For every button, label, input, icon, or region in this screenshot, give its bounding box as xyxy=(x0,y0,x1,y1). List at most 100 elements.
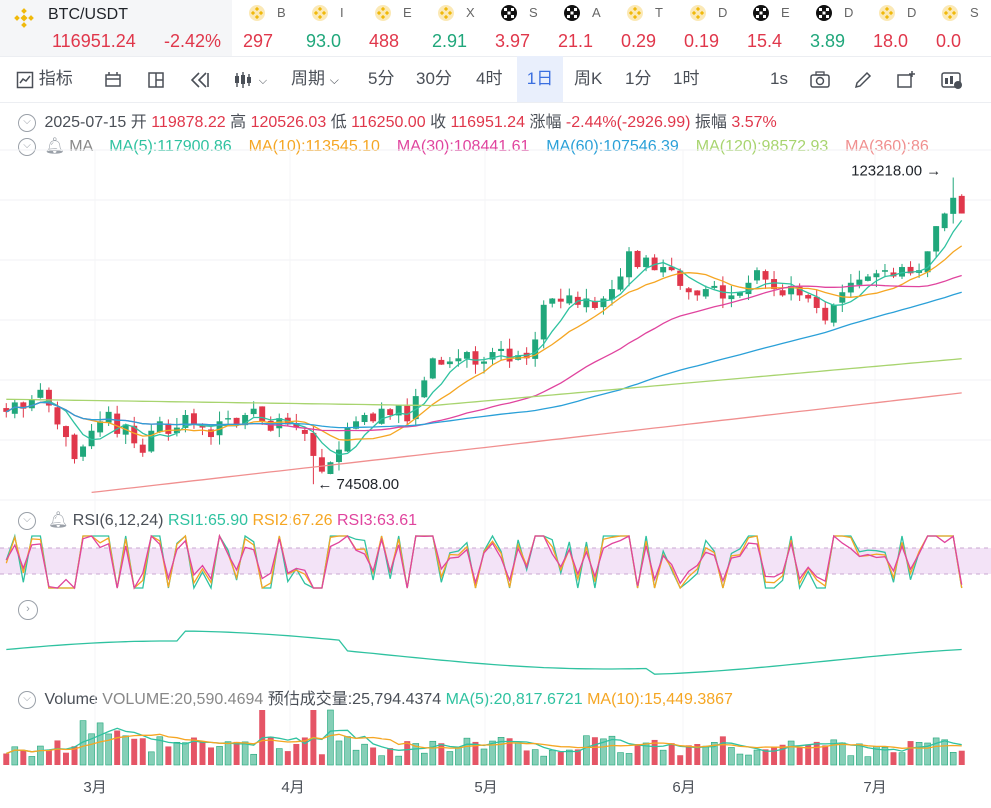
ticker-item[interactable]: A 21.1 xyxy=(552,0,614,56)
ticker-value: 297 xyxy=(243,31,274,51)
candle-body xyxy=(600,298,607,308)
speed-button[interactable]: 1s xyxy=(770,69,788,88)
volume-bar xyxy=(131,738,138,765)
period-dropdown[interactable]: 周期 ⌵ xyxy=(291,56,339,102)
interval-4h[interactable]: 4时 xyxy=(476,69,503,88)
ticker-item[interactable]: T 0.29 xyxy=(615,0,677,56)
volume-bar xyxy=(352,749,360,766)
candle-body xyxy=(498,348,505,352)
bell-icon[interactable]: 🔔︎ xyxy=(48,512,69,529)
interval-5m[interactable]: 5分 xyxy=(368,69,395,88)
replay-button[interactable] xyxy=(189,56,211,102)
ticker-value: 0.0 xyxy=(936,31,962,51)
candlestick-icon xyxy=(235,71,251,88)
ma10-line xyxy=(5,245,963,441)
layout-button[interactable] xyxy=(146,56,166,102)
ticker-item[interactable]: S 0.0 xyxy=(930,0,991,56)
ticker-item[interactable]: X 2.91 xyxy=(426,0,488,56)
collapse-icon[interactable]: ⌵ xyxy=(18,113,36,132)
chart-settings-icon xyxy=(941,71,962,89)
interval-1h[interactable]: 1时 xyxy=(673,69,700,88)
low-annotation: ← 74508.00 xyxy=(317,476,399,493)
expand-icon[interactable]: › xyxy=(18,600,38,620)
rsi2-value: RSI2:67.26 xyxy=(252,512,333,529)
ticker-name: D xyxy=(718,5,728,20)
candle-body xyxy=(881,270,888,272)
candle-body xyxy=(378,408,385,424)
volume-bar xyxy=(148,751,155,766)
candle-body xyxy=(711,285,718,288)
screenshot-button[interactable] xyxy=(809,56,831,102)
price-chart[interactable]: 123218.00 → ← 74508.00 3月 4月 5月 6月 7月 xyxy=(0,100,991,808)
x-axis-label: 7月 xyxy=(863,779,886,796)
volume-bar xyxy=(915,742,923,766)
ticker-item[interactable]: E 15.4 xyxy=(741,0,803,56)
ma360-value: MA(360):86 xyxy=(845,138,929,155)
candle-body xyxy=(950,197,957,214)
high-annotation: 123218.00 → xyxy=(851,163,941,180)
volume-bar xyxy=(293,743,300,765)
settings-button[interactable] xyxy=(940,56,964,102)
amplitude-label: 振幅 xyxy=(694,114,727,131)
volume-legend: ⌵ Volume VOLUME:20,590.4694 预估成交量:25,794… xyxy=(18,685,733,709)
collapse-icon[interactable]: ⌵ xyxy=(18,137,36,156)
interval-1m[interactable]: 1分 xyxy=(625,69,652,88)
candle-body xyxy=(788,285,795,295)
chart-type-dropdown[interactable]: ⌵ xyxy=(232,56,267,102)
candle-body xyxy=(446,361,453,365)
volume-bar xyxy=(275,748,283,766)
ticker-bar: BTC/USDT 116951.24 -2.42% B 297 I 93.0 E 488 X… xyxy=(0,0,991,57)
volume-bar xyxy=(182,742,189,766)
volume-bar xyxy=(489,740,496,766)
volume-bar xyxy=(574,749,581,765)
add-window-button[interactable] xyxy=(895,56,917,102)
ma5-value: MA(5):117900.86 xyxy=(109,138,232,155)
indicator-chart-icon xyxy=(16,71,34,88)
volume-bar xyxy=(45,749,52,765)
binance-icon xyxy=(249,5,265,21)
candle-body xyxy=(506,348,513,362)
chart-toolbar: 指标 ⌵ 周期 ⌵ 5分 30分 4时 1日 周K 1分 1时 1s xyxy=(0,56,991,103)
candle-body xyxy=(20,402,27,409)
candle-body xyxy=(856,279,863,285)
volume-bar xyxy=(62,752,69,765)
candle-body xyxy=(532,339,539,359)
candle-type-button[interactable] xyxy=(103,56,123,102)
ticker-name: E xyxy=(781,5,790,20)
candle-body xyxy=(634,250,641,268)
interval-30m[interactable]: 30分 xyxy=(416,69,452,88)
ma-legend: ⌵ 🔔︎ MA MA(5):117900.86 MA(10):113545.10… xyxy=(18,136,929,156)
volume-bar xyxy=(438,743,445,765)
candle-body xyxy=(694,290,701,296)
ticker-item[interactable]: I 93.0 xyxy=(300,0,362,56)
volume-bar xyxy=(463,737,471,766)
ticker-item[interactable]: S 3.97 xyxy=(489,0,551,56)
volume-bar xyxy=(173,741,181,766)
ticker-name: T xyxy=(655,5,663,20)
candle-body xyxy=(455,358,462,362)
collapse-icon[interactable]: ⌵ xyxy=(18,690,36,709)
ticker-name: B xyxy=(277,5,286,20)
ticker-item[interactable]: D 0.19 xyxy=(678,0,740,56)
ticker-item[interactable]: B 297 xyxy=(237,0,299,56)
candle-body xyxy=(259,406,266,422)
ticker-item[interactable]: D 3.89 xyxy=(804,0,866,56)
close-value: 116951.24 xyxy=(450,114,525,131)
volume-bar xyxy=(881,747,889,766)
ticker-btc-usdt[interactable]: BTC/USDT 116951.24 -2.42% xyxy=(0,0,232,56)
ticker-item[interactable]: D 18.0 xyxy=(867,0,929,56)
bell-icon[interactable]: 🔔︎ xyxy=(44,138,65,155)
collapse-icon[interactable]: ⌵ xyxy=(18,512,36,530)
interval-1d[interactable]: 1日 xyxy=(517,56,563,102)
interval-week[interactable]: 周K xyxy=(574,69,603,88)
indicators-button[interactable]: 指标 xyxy=(16,56,73,102)
volume-value: VOLUME:20,590.4694 xyxy=(102,691,264,708)
ticker-item[interactable]: E 488 xyxy=(363,0,425,56)
x-axis-label: 4月 xyxy=(281,779,304,796)
volume-bar xyxy=(864,756,872,766)
candle-body xyxy=(344,427,351,452)
candle-body xyxy=(233,417,240,425)
ticker-value: 18.0 xyxy=(873,31,909,51)
candle-body xyxy=(242,415,249,426)
draw-button[interactable] xyxy=(853,56,873,102)
